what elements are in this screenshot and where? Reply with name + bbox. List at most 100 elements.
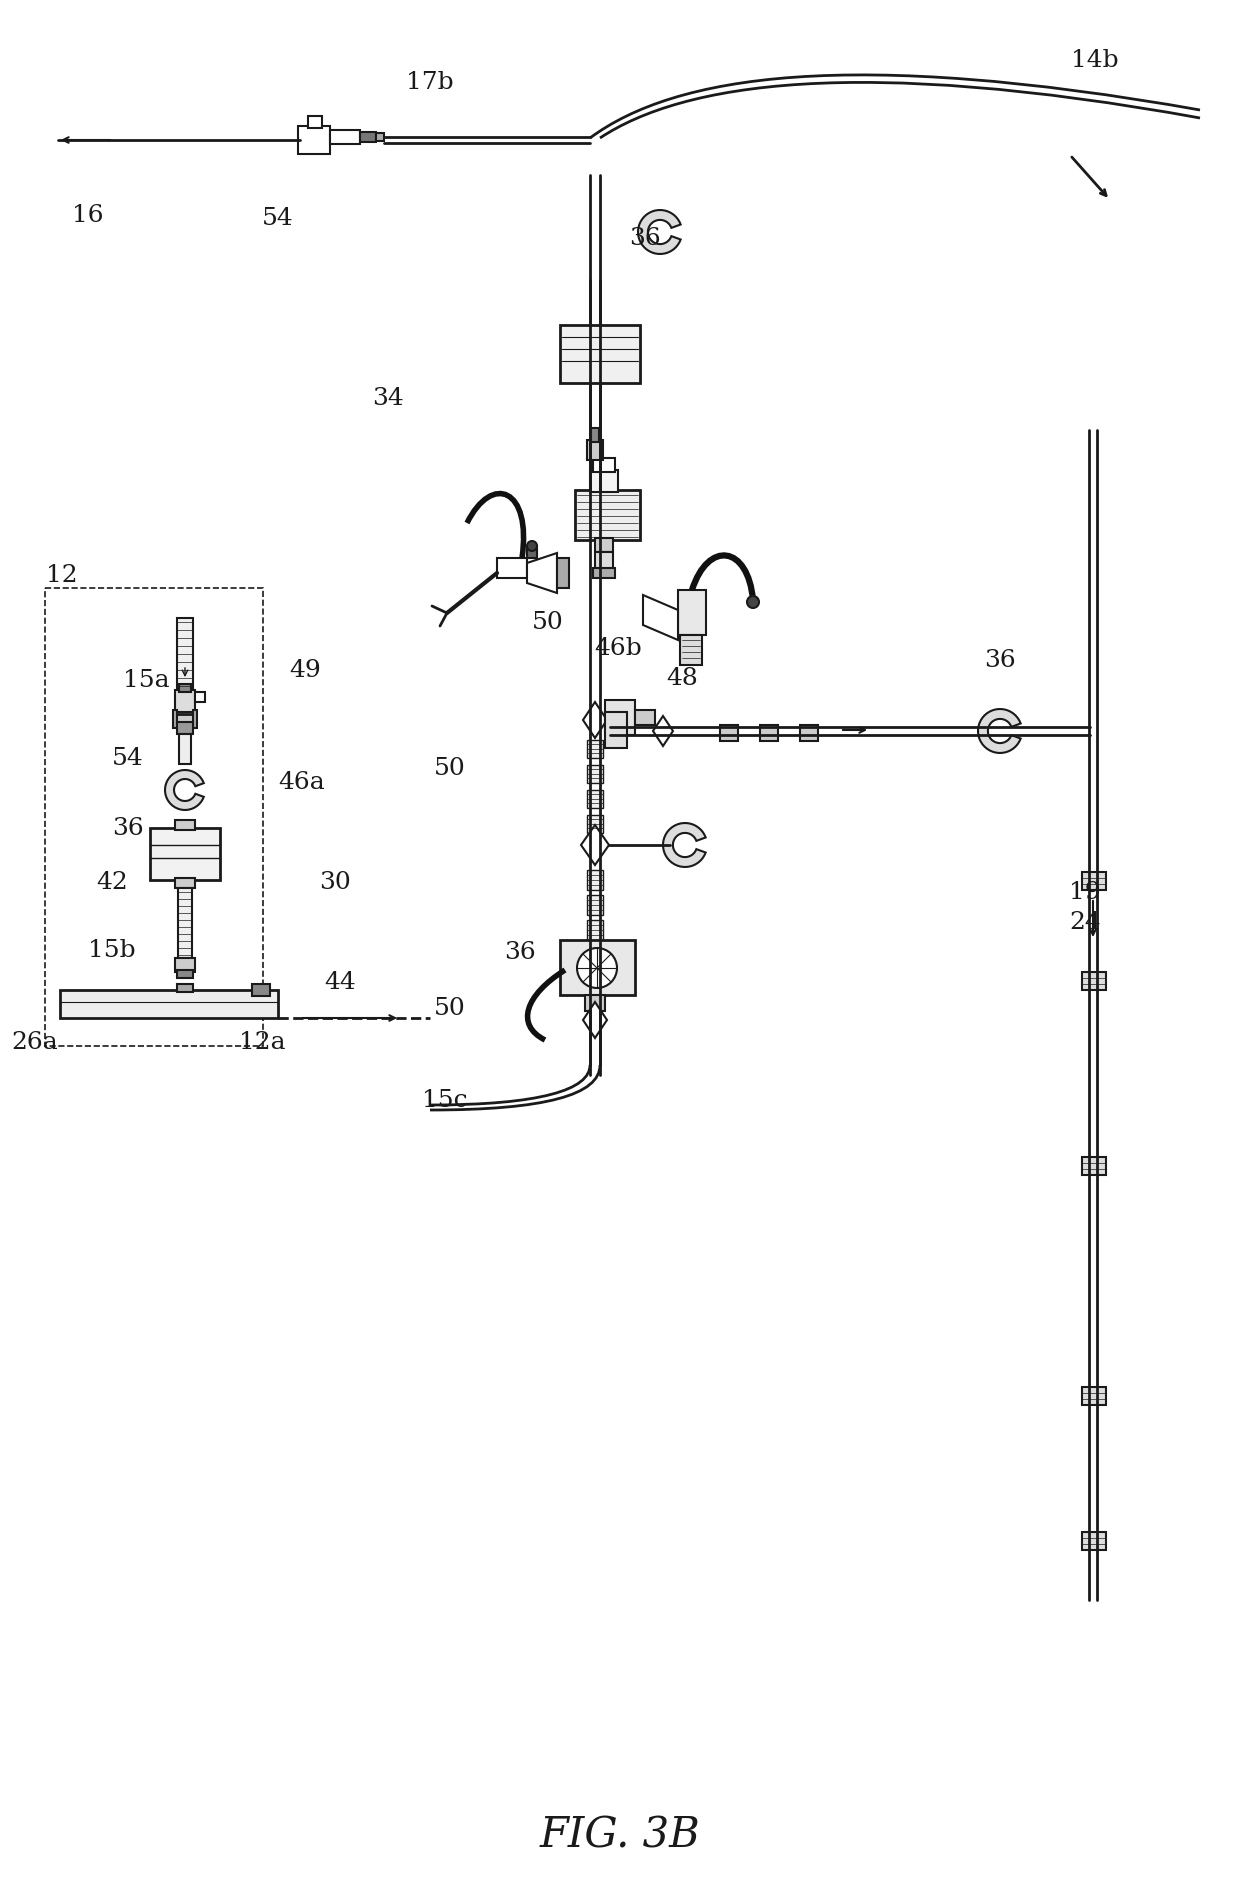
Text: 26a: 26a xyxy=(11,1030,58,1054)
Bar xyxy=(760,724,777,741)
Text: 36: 36 xyxy=(985,649,1016,671)
Bar xyxy=(150,828,219,881)
Bar xyxy=(179,685,191,692)
Bar xyxy=(175,879,195,888)
Polygon shape xyxy=(582,824,609,866)
Polygon shape xyxy=(639,209,681,255)
Circle shape xyxy=(577,949,618,988)
Bar xyxy=(680,636,702,666)
Text: 15a: 15a xyxy=(123,668,170,692)
Bar xyxy=(252,984,270,996)
Text: 14b: 14b xyxy=(1071,49,1118,72)
Bar xyxy=(175,958,195,971)
Bar xyxy=(587,739,603,758)
Bar xyxy=(605,700,635,736)
Bar xyxy=(587,896,603,915)
Polygon shape xyxy=(165,769,203,809)
Bar xyxy=(177,722,193,734)
Polygon shape xyxy=(644,594,678,639)
Bar xyxy=(175,690,195,713)
Polygon shape xyxy=(663,822,706,868)
Text: 36: 36 xyxy=(505,941,536,964)
Bar xyxy=(60,990,278,1018)
Bar xyxy=(587,766,603,783)
Text: 34: 34 xyxy=(372,387,404,409)
Bar xyxy=(193,709,197,728)
Bar xyxy=(179,888,192,958)
Polygon shape xyxy=(527,553,557,592)
Bar xyxy=(360,132,376,141)
Bar xyxy=(177,984,193,992)
Bar xyxy=(179,734,191,764)
Text: 15b: 15b xyxy=(88,939,136,962)
Text: 48: 48 xyxy=(666,666,698,690)
Bar xyxy=(587,439,603,460)
Bar xyxy=(560,939,635,996)
Text: 50: 50 xyxy=(532,611,564,634)
Polygon shape xyxy=(583,1001,608,1037)
Bar xyxy=(590,470,618,492)
Bar xyxy=(330,130,360,143)
Bar xyxy=(174,709,177,728)
Bar xyxy=(177,619,193,690)
Bar xyxy=(1083,1386,1106,1405)
Bar xyxy=(298,126,330,155)
Bar xyxy=(175,820,195,830)
Bar xyxy=(587,815,603,834)
Text: 54: 54 xyxy=(262,206,294,230)
Text: 36: 36 xyxy=(112,817,144,839)
Bar xyxy=(593,458,615,472)
Bar xyxy=(587,869,603,890)
Polygon shape xyxy=(653,717,673,747)
Text: 42: 42 xyxy=(97,871,128,894)
Text: 46a: 46a xyxy=(279,771,325,794)
Bar xyxy=(527,547,537,558)
Text: 36: 36 xyxy=(629,226,661,249)
Bar xyxy=(1083,971,1106,990)
Circle shape xyxy=(746,596,759,607)
Bar xyxy=(1083,871,1106,890)
Bar xyxy=(195,692,205,702)
Text: 44: 44 xyxy=(324,971,356,994)
Bar xyxy=(595,553,613,570)
Bar xyxy=(177,969,193,979)
Bar xyxy=(557,558,569,588)
Polygon shape xyxy=(978,709,1021,753)
Bar xyxy=(1083,1156,1106,1175)
Bar xyxy=(635,709,655,724)
Text: 50: 50 xyxy=(434,996,466,1020)
Bar xyxy=(575,490,640,539)
Text: 49: 49 xyxy=(289,658,321,681)
Bar xyxy=(560,324,640,383)
Text: 50: 50 xyxy=(434,756,466,779)
Text: 16: 16 xyxy=(72,204,104,226)
Text: 54: 54 xyxy=(112,747,144,769)
Bar xyxy=(376,134,384,141)
Text: 12: 12 xyxy=(46,564,78,587)
Text: 30: 30 xyxy=(319,871,351,894)
Bar xyxy=(593,568,615,577)
Bar xyxy=(678,590,706,636)
Text: FIG. 3B: FIG. 3B xyxy=(539,1814,701,1856)
Bar xyxy=(595,538,613,553)
Bar xyxy=(1083,1531,1106,1550)
Text: 19: 19 xyxy=(1069,881,1101,903)
Bar xyxy=(308,117,322,128)
Bar xyxy=(587,920,603,939)
Polygon shape xyxy=(583,702,608,737)
Bar xyxy=(45,588,263,1047)
Bar xyxy=(175,715,195,724)
Text: 17b: 17b xyxy=(407,70,454,94)
Bar xyxy=(587,790,603,807)
Text: 46b: 46b xyxy=(594,636,642,660)
Bar xyxy=(591,428,599,441)
Circle shape xyxy=(527,541,537,551)
Text: 15c: 15c xyxy=(422,1088,467,1111)
Bar xyxy=(585,996,605,1011)
Text: 12a: 12a xyxy=(238,1030,285,1054)
Bar xyxy=(720,724,738,741)
Bar xyxy=(605,713,627,749)
Bar xyxy=(497,558,527,577)
Bar xyxy=(800,724,818,741)
Text: 24: 24 xyxy=(1069,911,1101,934)
